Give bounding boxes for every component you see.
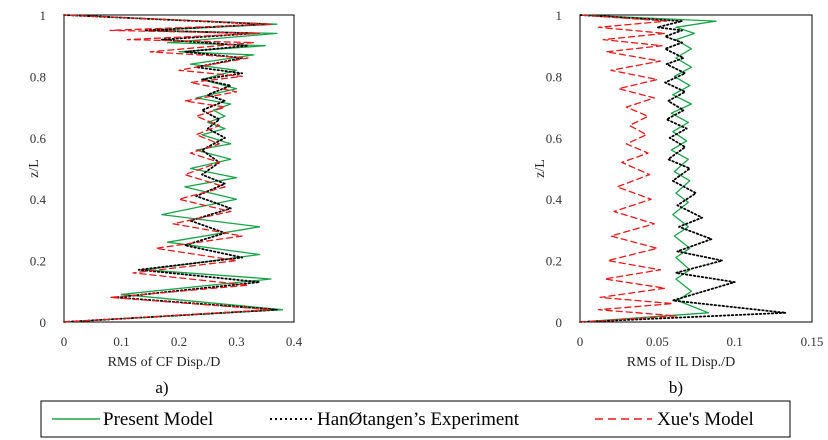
cf-y-axis-label: z/L: [27, 159, 42, 178]
il-x-tick-label: 0: [577, 334, 584, 349]
il-x-tick-label: 0.15: [801, 334, 824, 349]
cf-y-tick-label: 0: [40, 315, 47, 330]
cf-x-tick-label: 0: [61, 334, 68, 349]
il-y-tick-label: 0.6: [546, 131, 563, 146]
il-y-tick-label: 0.4: [546, 192, 563, 207]
cf-y-tick-label: 1: [40, 8, 47, 23]
il-panel-label: b): [669, 378, 683, 397]
cf-y-tick-label: 0.4: [30, 192, 47, 207]
cf-plot-frame: [63, 14, 295, 323]
panel-b: 0 0.05 0.1 0.15 0 0.2 0.4 0.6 0.8 1 RMS of IL Disp…: [533, 8, 823, 397]
il-x-axis-label: RMS of IL Disp./D: [627, 355, 735, 370]
cf-panel-label: a): [155, 378, 168, 397]
legend: Present Model HanØtangen’s Experiment Xu…: [40, 400, 791, 438]
legend-box: [40, 400, 791, 438]
il-y-tick-label: 0.2: [546, 254, 562, 269]
panel-a: 0 0.1 0.2 0.3 0.4 0 0.2 0.4 0.6 0.8 1 RMS of CF Dis…: [27, 8, 303, 397]
il-series-dashed: [579, 14, 677, 323]
cf-x-axis-label: RMS of CF Disp./D: [108, 355, 221, 370]
il-x-tick-label: 0.05: [646, 334, 669, 349]
legend-label-present-model: Present Model: [103, 409, 213, 430]
cf-y-tick-label: 0.8: [30, 69, 46, 84]
cf-x-tick-label: 0.1: [113, 334, 129, 349]
il-series-dotted: [579, 14, 787, 323]
il-y-tick-label: 1: [556, 8, 563, 23]
legend-label-han-experiment: HanØtangen’s Experiment: [317, 409, 520, 430]
il-y-axis-label: z/L: [533, 159, 548, 178]
cf-x-tick-label: 0.4: [286, 334, 303, 349]
cf-x-tick-label: 0.2: [171, 334, 187, 349]
il-y-tick-label: 0.8: [546, 69, 562, 84]
il-y-tick-label: 0: [556, 315, 563, 330]
legend-label-xue-model: Xue's Model: [657, 409, 754, 430]
cf-series-dotted: [63, 14, 278, 323]
il-x-tick-label: 0.1: [727, 334, 743, 349]
il-plot-frame: [579, 14, 813, 323]
cf-series-solid: [63, 14, 284, 323]
cf-y-tick-label: 0.6: [30, 131, 47, 146]
il-series-solid: [579, 14, 717, 323]
cf-y-tick-label: 0.2: [30, 254, 46, 269]
cf-series-dashed: [63, 14, 272, 323]
cf-x-tick-label: 0.3: [228, 334, 244, 349]
